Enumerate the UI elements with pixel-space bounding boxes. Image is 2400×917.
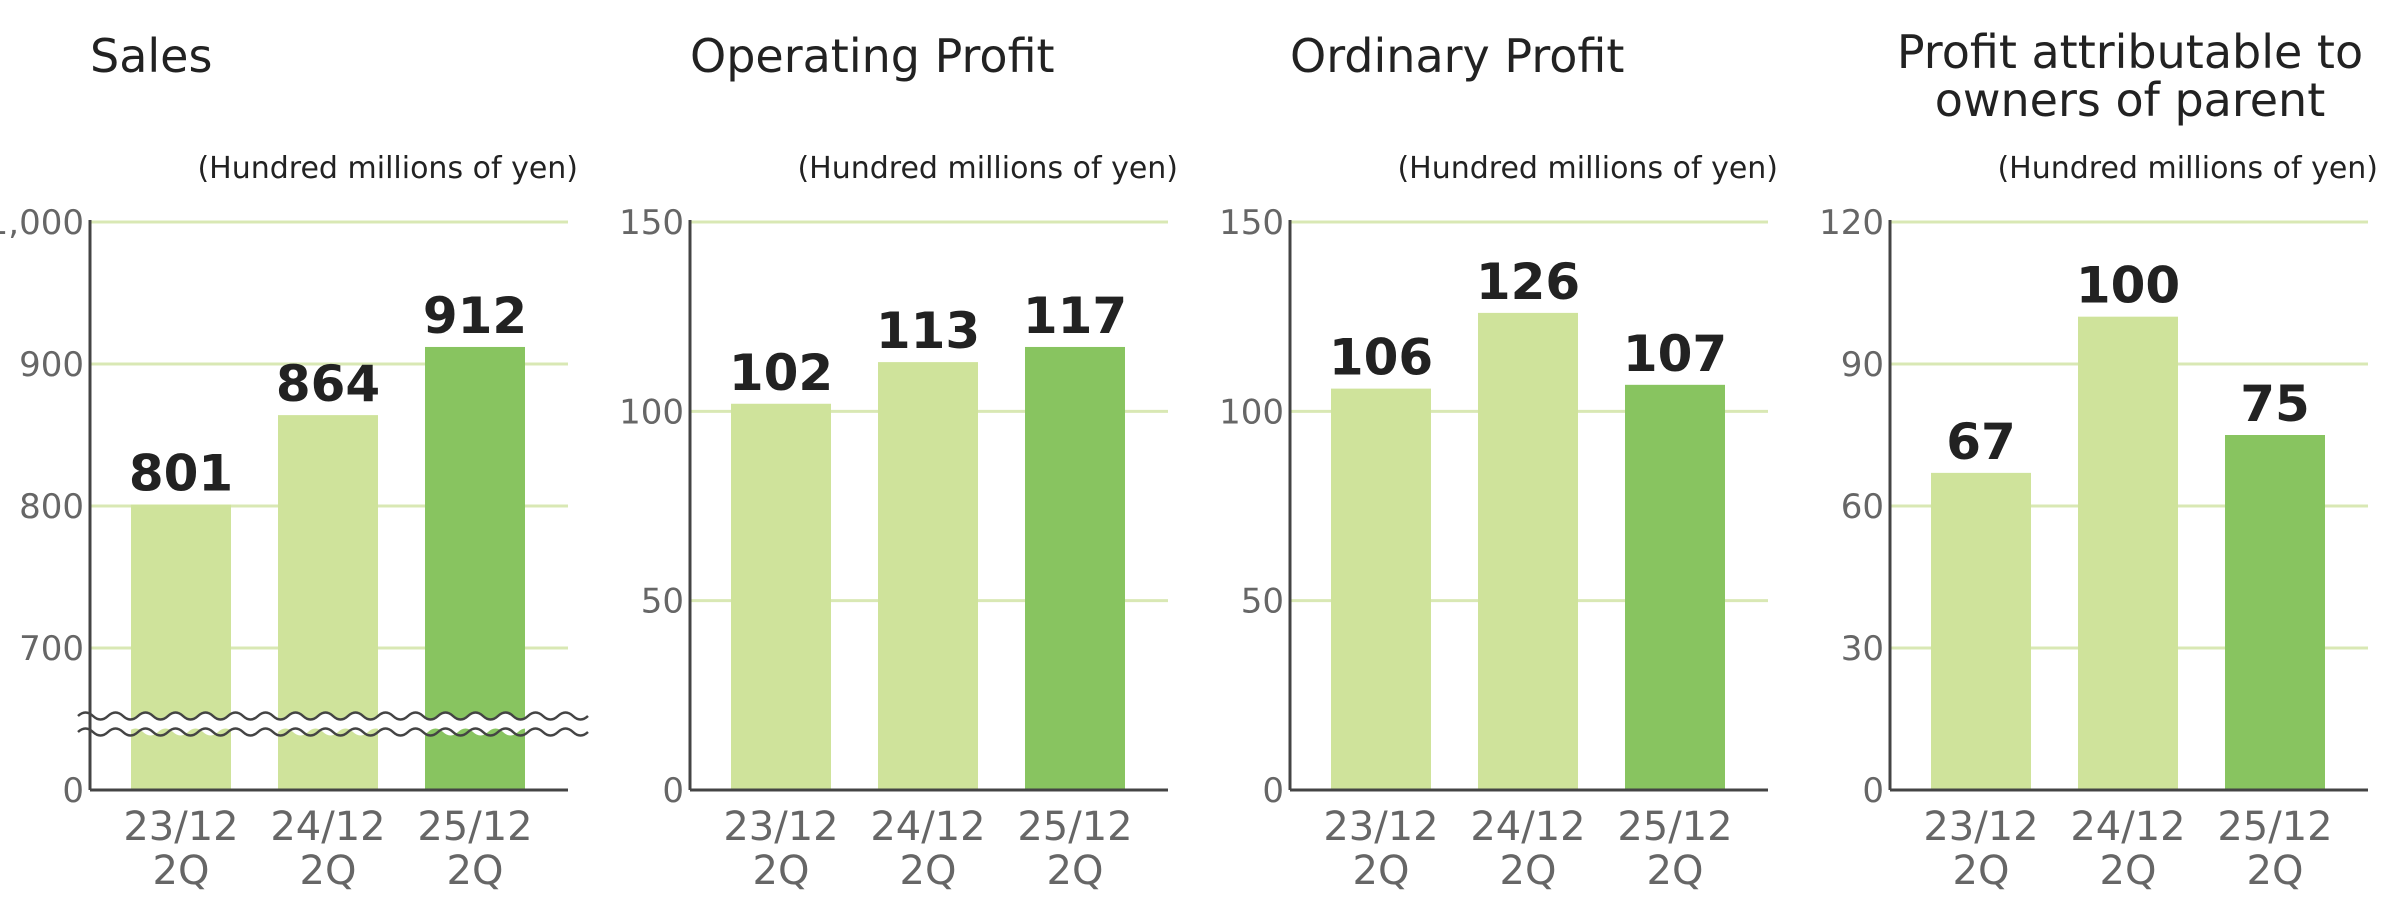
y-tick-label: 900 [19, 345, 84, 385]
unit-label: (Hundred millions of yen) [197, 151, 578, 186]
y-tick-label: 60 [1841, 487, 1884, 527]
x-tick-label: 25/12 [2217, 804, 2332, 850]
y-tick-label: 50 [641, 582, 684, 622]
x-tick-label: 2Q [753, 848, 810, 894]
x-tick-label: 23/12 [123, 804, 238, 850]
y-tick-label: 1,000 [0, 203, 84, 243]
data-label: 912 [423, 287, 527, 345]
y-tick-label: 150 [1219, 203, 1284, 243]
x-tick-label: 2Q [1047, 848, 1104, 894]
y-tick-label: 0 [1862, 771, 1884, 811]
x-tick-label: 23/12 [1923, 804, 2038, 850]
operating-profit-chart: Operating Profit (Hundred millions of yen… [619, 29, 1178, 894]
x-tick-label: 2Q [1953, 848, 2010, 894]
x-tick-label: 25/12 [417, 804, 532, 850]
data-label: 102 [729, 344, 833, 402]
x-tick-label: 2Q [900, 848, 957, 894]
bar [878, 362, 978, 790]
ordinary-profit-chart-panel: Ordinary Profit (Hundred millions of yen)… [1200, 0, 1800, 917]
chart-title: Operating Profit [690, 29, 1055, 83]
sales-chart-panel: Sales (Hundred millions of yen) 0 700 800 900… [0, 0, 600, 917]
bar [1625, 384, 1725, 790]
y-tick-label: 700 [19, 629, 84, 669]
chart-title-line: Profit attributable to [1897, 25, 2363, 79]
chart-title: Ordinary Profit [1290, 29, 1624, 83]
data-label: 117 [1023, 287, 1127, 345]
x-tick-label: 24/12 [2070, 804, 2185, 850]
x-tick-label: 2Q [300, 848, 357, 894]
x-tick-label: 2Q [1500, 848, 1557, 894]
y-tick-label: 30 [1841, 629, 1884, 669]
bar [131, 504, 231, 790]
x-tick-label: 2Q [2100, 848, 2157, 894]
y-tick-label: 100 [619, 392, 684, 432]
axis-break-line [77, 727, 589, 737]
axis-break-line [77, 711, 589, 721]
bar [731, 403, 831, 790]
profit-attributable-chart-panel: Profit attributable to owners of parent (H… [1800, 0, 2400, 917]
x-tick-label: 24/12 [270, 804, 385, 850]
y-tick-label: 100 [1219, 392, 1284, 432]
data-label: 107 [1623, 325, 1727, 383]
chart-title: Sales [90, 29, 212, 83]
data-label: 67 [1946, 413, 2016, 471]
y-tick-label: 0 [1262, 771, 1284, 811]
x-tick-label: 25/12 [1617, 804, 1732, 850]
data-label: 126 [1476, 253, 1580, 311]
y-tick-label: 0 [62, 771, 84, 811]
x-tick-label: 2Q [2247, 848, 2304, 894]
y-tick-label: 150 [619, 203, 684, 243]
y-tick-label: 50 [1241, 582, 1284, 622]
y-tick-label: 800 [19, 487, 84, 527]
data-label: 75 [2240, 375, 2310, 433]
data-label: 801 [129, 445, 233, 503]
y-tick-label: 120 [1819, 203, 1884, 243]
x-tick-label: 2Q [447, 848, 504, 894]
bar [2225, 435, 2325, 790]
unit-label: (Hundred millions of yen) [1397, 151, 1778, 186]
x-tick-label: 2Q [153, 848, 210, 894]
bar [1931, 472, 2031, 790]
chart-title-line: owners of parent [1935, 73, 2325, 127]
unit-label: (Hundred millions of yen) [797, 151, 1178, 186]
axis-break-band [68, 712, 588, 736]
x-tick-label: 25/12 [1017, 804, 1132, 850]
data-label: 113 [876, 302, 980, 360]
x-tick-label: 23/12 [1323, 804, 1438, 850]
data-label: 864 [276, 355, 380, 413]
bar [1331, 388, 1431, 790]
x-tick-label: 2Q [1647, 848, 1704, 894]
bar [2078, 316, 2178, 790]
x-tick-label: 2Q [1353, 848, 1410, 894]
x-tick-label: 23/12 [723, 804, 838, 850]
data-label: 106 [1329, 329, 1433, 387]
ordinary-profit-chart: Ordinary Profit (Hundred millions of yen)… [1219, 29, 1778, 894]
bar [1025, 346, 1125, 790]
y-tick-label: 0 [662, 771, 684, 811]
unit-label: (Hundred millions of yen) [1997, 151, 2378, 186]
x-tick-label: 24/12 [1470, 804, 1585, 850]
data-label: 100 [2076, 257, 2180, 315]
x-tick-label: 24/12 [870, 804, 985, 850]
operating-profit-chart-panel: Operating Profit (Hundred millions of yen… [600, 0, 1200, 917]
sales-chart: Sales (Hundred millions of yen) 0 700 800 900… [0, 29, 589, 894]
bar [1478, 312, 1578, 790]
y-tick-label: 90 [1841, 345, 1884, 385]
